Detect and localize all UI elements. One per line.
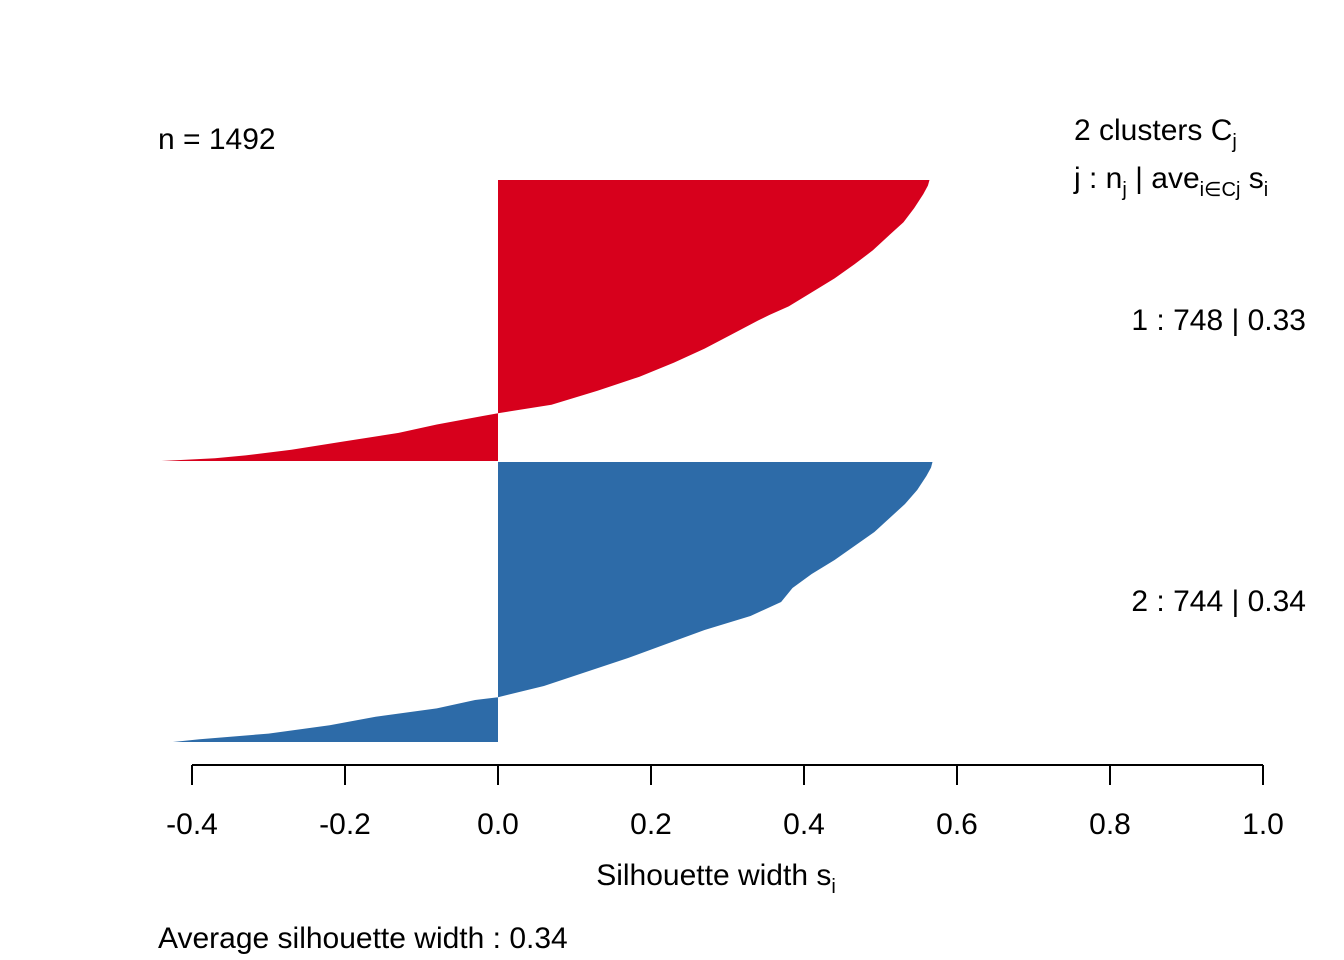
n-label: n = 1492 [158,123,276,156]
average-silhouette-width: Average silhouette width : 0.34 [158,922,568,955]
x-tick-label: 0.0 [477,808,519,841]
x-tick-label: 0.6 [936,808,978,841]
cluster-2-label: 2 : 744 | 0.34 [1131,585,1306,618]
legend-header-part-2: | ave [1127,162,1200,195]
clusters-header-text: 2 clusters C [1074,114,1232,147]
cluster-labels: 1 : 748 | 0.33 2 : 744 | 0.34 [1131,304,1306,618]
x-tick-label: 0.8 [1089,808,1131,841]
clusters-header: 2 clusters Cj [1074,114,1237,153]
silhouette-bars [161,180,933,742]
legend-header-sub-3: i [1264,179,1268,201]
x-tick-label: -0.4 [166,808,218,841]
clusters-header-sub: j [1231,131,1236,153]
legend-header-part-1: j : n [1073,162,1122,195]
x-tick-label: 0.2 [630,808,672,841]
x-tick-label: 1.0 [1242,808,1284,841]
clusters-legend-header: j : nj | avei∈Cj si [1073,162,1268,201]
x-axis-label-sub: i [831,876,835,898]
cluster-1-label: 1 : 748 | 0.33 [1131,304,1306,337]
cluster-2-silhouette-bars [172,462,933,742]
x-tick-label: -0.2 [319,808,371,841]
x-axis: -0.4 -0.2 0.0 0.2 0.4 0.6 0.8 1.0 [166,764,1284,841]
cluster-1-silhouette-bars [161,180,930,461]
x-axis-label-text: Silhouette width s [596,859,831,892]
x-tick-label: 0.4 [783,808,825,841]
x-axis-label: Silhouette width si [596,859,836,898]
legend-header-sub-1: j [1121,179,1126,201]
legend-header-sub-2: i∈Cj [1200,179,1241,201]
legend-header-part-3: s [1240,162,1263,195]
